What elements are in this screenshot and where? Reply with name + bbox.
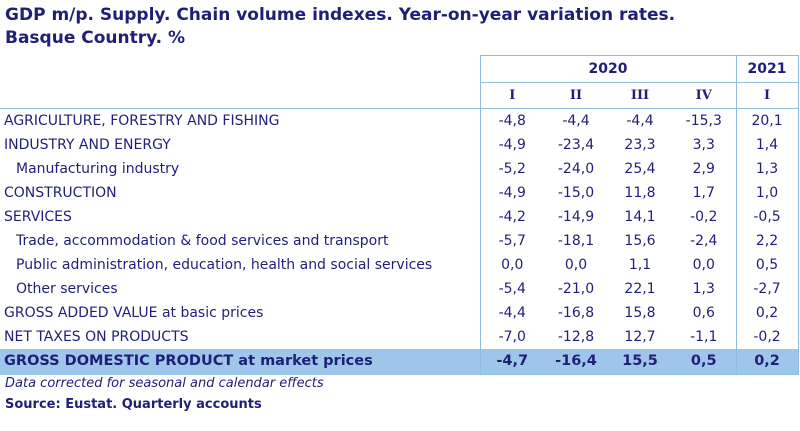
table-row: CONSTRUCTION -4,9 -15,0 11,8 1,7 1,0	[0, 181, 799, 205]
year-header-2020: 2020	[479, 55, 737, 83]
cell-value: -4,4	[626, 113, 654, 129]
cell-value: 23,3	[624, 137, 656, 153]
row-label: GROSS ADDED VALUE at basic prices	[4, 305, 264, 321]
gdp-table: 2020 2021 I II III IV I AGRICULTURE, FOR…	[0, 55, 799, 375]
row-label: NET TAXES ON PRODUCTS	[4, 329, 189, 345]
cell-value: 0,0	[692, 257, 715, 273]
cell-value: -14,9	[557, 209, 595, 225]
table-row: INDUSTRY AND ENERGY -4,9 -23,4 23,3 3,3 1,4	[0, 133, 799, 157]
cell-value: 20,1	[735, 108, 799, 133]
cell-value: 1,4	[735, 133, 799, 157]
quarter-header: I	[479, 82, 544, 109]
quarter-header: I	[735, 82, 799, 109]
cell-value: -16,4	[544, 349, 608, 375]
cell-value: -4,4	[479, 301, 544, 325]
table-row: NET TAXES ON PRODUCTS -7,0 -12,8 12,7 -1,1 -0…	[0, 325, 799, 349]
title-line-2: Basque Country. %	[5, 28, 186, 48]
table-row: Public administration, education, health…	[0, 253, 799, 277]
footnote: Data corrected for seasonal and calendar…	[5, 376, 324, 391]
cell-value: -1,1	[690, 329, 718, 345]
cell-value: 15,8	[624, 305, 656, 321]
cell-value: -4,2	[479, 205, 544, 229]
cell-value: 1,1	[628, 257, 652, 273]
table-row: SERVICES -4,2 -14,9 14,1 -0,2 -0,5	[0, 205, 799, 229]
cell-value: -16,8	[557, 305, 595, 321]
cell-value: 14,1	[624, 209, 656, 225]
table-row: AGRICULTURE, FORESTRY AND FISHING -4,8 -4,…	[0, 108, 799, 133]
cell-value: -15,0	[557, 185, 595, 201]
cell-value: 15,5	[608, 349, 672, 375]
cell-value: -5,4	[479, 277, 544, 301]
row-label: Other services	[16, 281, 118, 297]
cell-value: 2,9	[692, 161, 715, 177]
table-row: Manufacturing industry -5,2 -24,0 25,4 2,9 1,…	[0, 157, 799, 181]
cell-value: -4,8	[479, 108, 544, 133]
cell-value: 0,0	[564, 257, 588, 273]
row-label: INDUSTRY AND ENERGY	[4, 137, 171, 153]
row-label: SERVICES	[4, 209, 72, 225]
cell-value: -4,9	[479, 181, 544, 205]
cell-value: 2,2	[735, 229, 799, 253]
cell-value: 1,3	[692, 281, 715, 297]
cell-value: 22,1	[624, 281, 656, 297]
quarter-header: II	[544, 82, 608, 109]
cell-value: 15,6	[624, 233, 656, 249]
cell-value: 11,8	[624, 185, 656, 201]
cell-value: 12,7	[624, 329, 656, 345]
header-empty	[0, 56, 480, 83]
cell-value: 1,3	[735, 157, 799, 181]
cell-value: 1,0	[735, 181, 799, 205]
cell-value: 3,3	[692, 137, 715, 153]
cell-value: -24,0	[557, 161, 595, 177]
cell-value: 1,7	[692, 185, 715, 201]
cell-value: -0,2	[735, 325, 799, 349]
title-line-1: GDP m/p. Supply. Chain volume indexes. Y…	[5, 5, 676, 25]
table-row: Other services -5,4 -21,0 22,1 1,3 -2,7	[0, 277, 799, 301]
cell-value: -4,4	[562, 113, 590, 129]
cell-value: 25,4	[624, 161, 656, 177]
row-label: CONSTRUCTION	[4, 185, 117, 201]
row-label: Trade, accommodation & food services and…	[16, 233, 389, 249]
cell-value: 0,2	[735, 301, 799, 325]
row-label: AGRICULTURE, FORESTRY AND FISHING	[4, 113, 280, 129]
cell-value: -12,8	[557, 329, 595, 345]
cell-value: -23,4	[557, 137, 595, 153]
table-row: Trade, accommodation & food services and…	[0, 229, 799, 253]
row-label: Public administration, education, health…	[16, 257, 433, 273]
row-label: GROSS DOMESTIC PRODUCT at market prices	[4, 353, 373, 370]
cell-value: -4,7	[479, 349, 544, 375]
cell-value: -5,2	[479, 157, 544, 181]
table-row: GROSS DOMESTIC PRODUCT at market prices -…	[0, 349, 799, 375]
page-title: GDP m/p. Supply. Chain volume indexes. Y…	[5, 4, 675, 50]
cell-value: -2,4	[690, 233, 718, 249]
cell-value: -5,7	[479, 229, 544, 253]
quarter-header: IV	[672, 82, 737, 109]
source: Source: Eustat. Quarterly accounts	[5, 397, 262, 412]
quarter-header: III	[608, 82, 672, 109]
cell-value: 0,5	[672, 349, 737, 375]
cell-value: 0,6	[692, 305, 715, 321]
cell-value: 0,2	[735, 349, 799, 375]
row-label: Manufacturing industry	[16, 161, 180, 177]
year-header-2021: 2021	[735, 55, 799, 83]
cell-value: -0,2	[690, 209, 718, 225]
cell-value: -7,0	[479, 325, 544, 349]
table-row: GROSS ADDED VALUE at basic prices -4,4 -16…	[0, 301, 799, 325]
cell-value: -2,7	[735, 277, 799, 301]
cell-value: 0,0	[479, 253, 544, 277]
header-empty	[0, 82, 480, 109]
cell-value: 0,5	[735, 253, 799, 277]
cell-value: -21,0	[557, 281, 595, 297]
cell-value: -4,9	[479, 133, 544, 157]
cell-value: -18,1	[557, 233, 595, 249]
cell-value: -15,3	[685, 113, 722, 129]
cell-value: -0,5	[735, 205, 799, 229]
